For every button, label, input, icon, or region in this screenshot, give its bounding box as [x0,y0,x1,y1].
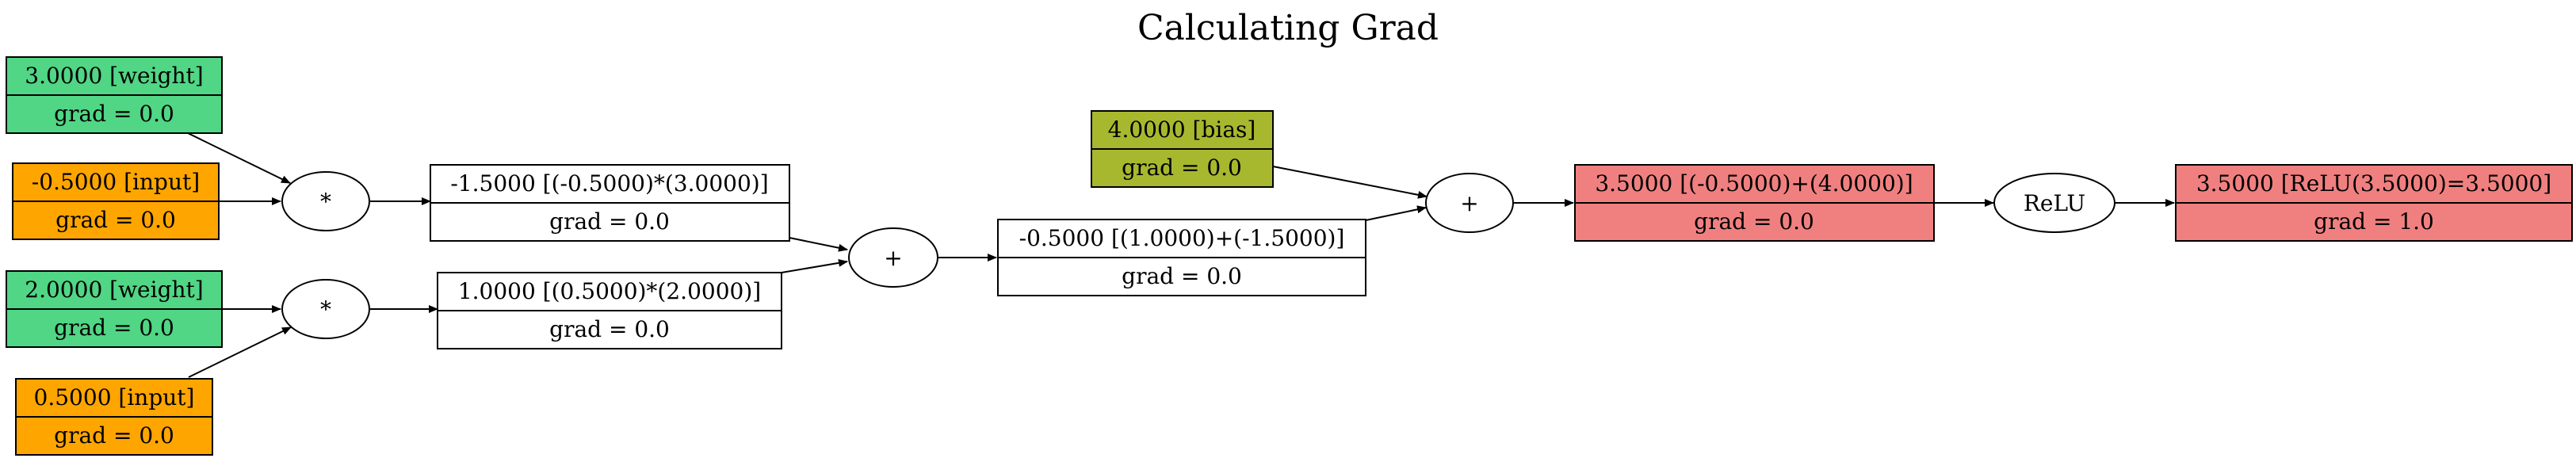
node-w1-value: 3.0000 [weight] [25,63,203,89]
node-s1: -0.5000 [(1.0000)+(-1.5000)] grad = 0.0 [997,219,1366,296]
node-m1: -1.5000 [(-0.5000)*(3.0000)] grad = 0.0 [430,164,790,242]
op-mul2-ellipse [281,279,370,339]
node-m1-value: -1.5000 [(-0.5000)*(3.0000)] [450,170,768,197]
op-mul1-ellipse [281,171,370,231]
node-w2-grad: grad = 0.0 [54,315,174,341]
op-relu-ellipse [1993,173,2115,233]
op-add1-label: + [884,245,902,271]
node-m2-grad: grad = 0.0 [549,316,670,342]
op-add2-ellipse [1425,173,1514,233]
op-add1-ellipse [848,227,938,288]
op-relu: ReLU [1993,173,2115,233]
edge-m1-to-add1 [789,237,848,252]
node-w2-value: 2.0000 [weight] [25,277,203,303]
edge-b-to-add2 [1272,166,1428,199]
node-x1: -0.5000 [input] grad = 0.0 [12,162,220,240]
edge-x2-to-mul2 [188,326,292,378]
op-mul1: * [281,171,370,231]
node-out-grad: grad = 1.0 [2314,208,2434,235]
op-mul2-label: * [320,296,331,323]
node-m2: 1.0000 [(0.5000)*(2.0000)] grad = 0.0 [437,272,782,349]
node-x1-value: -0.5000 [input] [32,169,200,195]
node-b: 4.0000 [bias] grad = 0.0 [1091,110,1274,188]
node-b-value: 4.0000 [bias] [1108,116,1256,143]
node-w2: 2.0000 [weight] grad = 0.0 [6,270,223,348]
node-w1: 3.0000 [weight] grad = 0.0 [6,56,223,134]
node-s1-value: -0.5000 [(1.0000)+(-1.5000)] [1019,225,1345,251]
node-w1-grad: grad = 0.0 [54,101,174,127]
node-out-value: 3.5000 [ReLU(3.5000)=3.5000] [2196,170,2551,197]
node-x2: 0.5000 [input] grad = 0.0 [15,378,213,456]
node-s1-grad: grad = 0.0 [1122,263,1242,289]
op-mul2: * [281,279,370,339]
node-m2-value: 1.0000 [(0.5000)*(2.0000)] [458,278,761,304]
node-out: 3.5000 [ReLU(3.5000)=3.5000] grad = 1.0 [2175,164,2573,242]
node-x1-grad: grad = 0.0 [55,207,176,233]
edge-s1-to-add2 [1365,205,1427,221]
node-s2: 3.5000 [(-0.5000)+(4.0000)] grad = 0.0 [1574,164,1935,242]
graph-title: Calculating Grad [1137,8,1439,48]
op-add2-label: + [1460,190,1478,216]
op-mul1-label: * [320,189,331,215]
node-s2-grad: grad = 0.0 [1694,208,1814,235]
node-b-grad: grad = 0.0 [1122,155,1242,181]
op-add2: + [1425,173,1514,233]
op-relu-label: ReLU [2024,190,2085,216]
node-s2-value: 3.5000 [(-0.5000)+(4.0000)] [1595,170,1913,197]
op-add1: + [848,227,938,288]
edge-w1-to-mul1 [187,132,291,184]
node-x2-value: 0.5000 [input] [34,384,195,410]
node-m1-grad: grad = 0.0 [549,208,670,235]
node-x2-grad: grad = 0.0 [54,422,174,449]
edge-m2-to-add1 [781,258,848,273]
